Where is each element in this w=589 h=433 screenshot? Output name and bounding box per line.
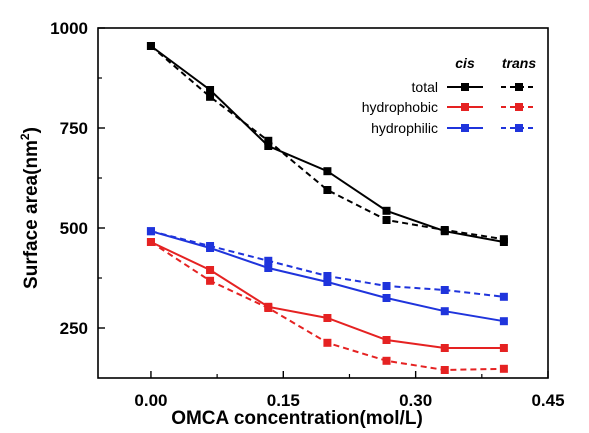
data-point bbox=[323, 272, 332, 280]
x-tick-label: 0.00 bbox=[134, 391, 167, 410]
x-axis-title: OMCA concentration(mol/L) bbox=[171, 408, 423, 429]
legend-header-cis: cis bbox=[455, 55, 475, 71]
data-point bbox=[440, 307, 449, 316]
data-point bbox=[382, 294, 391, 302]
data-point bbox=[499, 292, 508, 301]
data-point bbox=[499, 235, 508, 244]
legend-marker-cis bbox=[461, 124, 469, 132]
data-point bbox=[382, 336, 391, 344]
data-point bbox=[264, 136, 273, 145]
series-line bbox=[150, 45, 505, 241]
data-point bbox=[264, 142, 273, 150]
data-point bbox=[440, 286, 449, 294]
data-point bbox=[206, 92, 215, 101]
y-axis-title-end: ) bbox=[21, 127, 42, 133]
data-point bbox=[146, 227, 155, 236]
data-point bbox=[323, 167, 332, 176]
series-line bbox=[150, 230, 505, 298]
data-point bbox=[499, 317, 508, 326]
legend-label-hydrophilic: hydrophilic bbox=[371, 120, 438, 136]
axis-ticks bbox=[98, 27, 549, 378]
x-tick-label: 0.45 bbox=[531, 391, 564, 410]
legend-label-total: total bbox=[412, 79, 438, 95]
data-point bbox=[440, 344, 449, 352]
series-hydrophilic-trans bbox=[146, 227, 508, 301]
legend-marker-cis bbox=[461, 83, 469, 91]
legend-marker-trans bbox=[515, 83, 523, 91]
data-point bbox=[323, 338, 332, 347]
data-point bbox=[206, 276, 215, 285]
series-line bbox=[150, 241, 504, 372]
data-point bbox=[499, 344, 508, 352]
y-tick-label: 1000 bbox=[50, 19, 88, 38]
series-total-trans bbox=[146, 42, 508, 244]
data-point bbox=[146, 42, 155, 50]
series-line bbox=[150, 45, 505, 243]
series-line bbox=[150, 241, 504, 349]
tick-labels: 0.00 0.15 0.30 0.45 250 500 750 1000 bbox=[50, 19, 564, 410]
data-point bbox=[264, 264, 273, 272]
data-point bbox=[440, 226, 449, 234]
legend-marker-cis bbox=[461, 103, 469, 111]
plot-border bbox=[97, 27, 549, 379]
series-total-cis bbox=[146, 42, 508, 246]
data-point bbox=[382, 356, 391, 365]
data-point bbox=[146, 238, 155, 246]
legend: cis trans total hydrophobic hydrophilic bbox=[362, 55, 537, 136]
y-axis-title-main: Surface area(nm bbox=[21, 140, 42, 289]
data-point bbox=[264, 304, 273, 312]
data-point bbox=[440, 366, 449, 374]
series-hydrophobic-cis bbox=[146, 238, 508, 352]
data-point bbox=[323, 314, 332, 322]
y-tick-label: 250 bbox=[60, 319, 88, 338]
data-point bbox=[206, 242, 215, 250]
x-tick-label: 0.30 bbox=[399, 391, 432, 410]
data-point bbox=[264, 256, 273, 265]
y-axis-title-superscript: 2 bbox=[18, 133, 32, 140]
legend-label-hydrophobic: hydrophobic bbox=[362, 99, 438, 115]
x-tick-label: 0.15 bbox=[267, 391, 300, 410]
plot-frame bbox=[97, 27, 549, 379]
y-tick-label: 750 bbox=[60, 119, 88, 138]
legend-marker-trans bbox=[515, 103, 523, 111]
data-point bbox=[382, 282, 391, 290]
data-point bbox=[382, 216, 391, 224]
data-point bbox=[206, 86, 215, 94]
y-tick-label: 500 bbox=[60, 219, 88, 238]
legend-marker-trans bbox=[515, 124, 523, 132]
data-point bbox=[323, 278, 332, 286]
series-hydrophobic-trans bbox=[146, 238, 508, 374]
data-point bbox=[382, 206, 391, 215]
data-point bbox=[499, 364, 508, 373]
series-layer bbox=[146, 42, 508, 374]
legend-header-trans: trans bbox=[502, 55, 536, 71]
y-axis-title: Surface area(nm2) bbox=[18, 127, 42, 289]
data-point bbox=[206, 266, 215, 274]
data-point bbox=[323, 186, 332, 194]
